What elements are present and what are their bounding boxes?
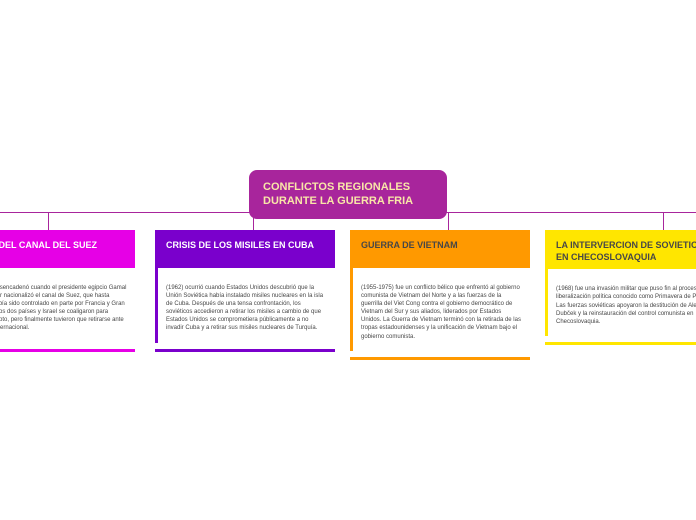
branch-drop xyxy=(48,212,49,230)
branch-body: (1956) se desencadenó cuando el presiden… xyxy=(0,268,135,343)
branch-drop xyxy=(663,212,664,230)
trunk-line xyxy=(0,212,696,213)
branch-body: (1962) ocurrió cuando Estados Unidos des… xyxy=(155,268,335,343)
branch-title: CRISIS DE LOS MISILES EN CUBA xyxy=(155,230,335,268)
branch-footer xyxy=(0,349,135,352)
branch-node[interactable]: LA INTERVERCION DE SOVIETICA EN CHECOSLO… xyxy=(545,230,696,345)
branch-node[interactable]: GUERRA DE VIETNAM(1955-1975) fue un conf… xyxy=(350,230,530,360)
branch-title: GUERRA DE VIETNAM xyxy=(350,230,530,268)
branch-title: CRISIS DEL CANAL DEL SUEZ xyxy=(0,230,135,268)
branch-footer xyxy=(350,357,530,360)
branch-node[interactable]: CRISIS DEL CANAL DEL SUEZ(1956) se desen… xyxy=(0,230,135,352)
branch-footer xyxy=(545,342,696,345)
branch-title: LA INTERVERCION DE SOVIETICA EN CHECOSLO… xyxy=(545,230,696,269)
branch-node[interactable]: CRISIS DE LOS MISILES EN CUBA(1962) ocur… xyxy=(155,230,335,352)
branch-footer xyxy=(155,349,335,352)
root-title: CONFLICTOS REGIONALES DURANTE LA GUERRA … xyxy=(263,181,413,207)
branch-body: (1968) fue una invasión militar que puso… xyxy=(545,269,696,335)
branch-drop xyxy=(253,212,254,230)
branch-body: (1955-1975) fue un conflicto bélico que … xyxy=(350,268,530,351)
branch-drop xyxy=(448,212,449,230)
